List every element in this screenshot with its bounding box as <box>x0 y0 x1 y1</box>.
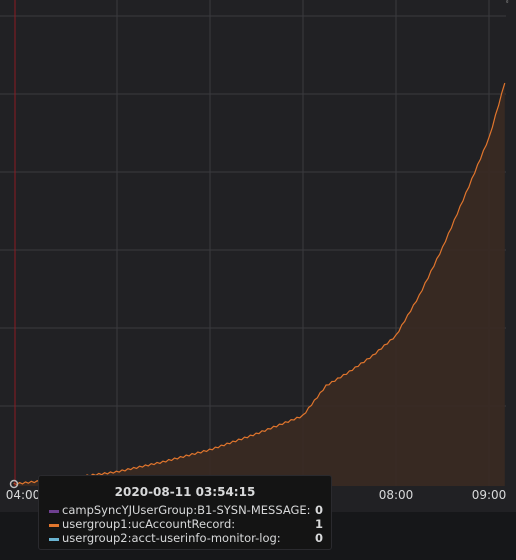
series-area-usergroup1 <box>13 83 505 486</box>
panel-corner-icon[interactable]: ⬞ <box>506 0 509 7</box>
series-color-swatch <box>49 510 59 513</box>
series-color-swatch <box>49 524 59 527</box>
tooltip-timestamp: 2020-08-11 03:54:15 <box>114 485 256 499</box>
x-tick-label: 04:00 <box>5 488 41 502</box>
hover-point-marker <box>9 479 19 489</box>
graph-tooltip: 2020-08-11 03:54:15 campSyncYJUserGroup:… <box>38 475 332 550</box>
tooltip-series-name: usergroup1:ucAccountRecord: <box>62 517 236 531</box>
x-tick-label: 08:00 <box>378 488 414 502</box>
tooltip-series-name: campSyncYJUserGroup:B1-SYSN-MESSAGE: <box>62 503 311 517</box>
tooltip-series-value: 0 <box>314 503 323 517</box>
tooltip-series-value: 0 <box>314 531 323 545</box>
tooltip-row: usergroup2:acct-userinfo-monitor-log: 0 <box>49 531 323 546</box>
graph-area[interactable] <box>0 0 516 512</box>
x-tick-label: 09:00 <box>471 488 507 502</box>
series-color-swatch <box>49 538 59 541</box>
tooltip-series-value: 1 <box>314 517 323 531</box>
graph-panel: ⬞ 04:00 08:00 09:00 <box>0 0 516 512</box>
tooltip-row: campSyncYJUserGroup:B1-SYSN-MESSAGE: 0 <box>49 503 323 518</box>
tooltip-series-name: usergroup2:acct-userinfo-monitor-log: <box>62 531 281 545</box>
tooltip-row: usergroup1:ucAccountRecord: 1 <box>49 517 323 532</box>
